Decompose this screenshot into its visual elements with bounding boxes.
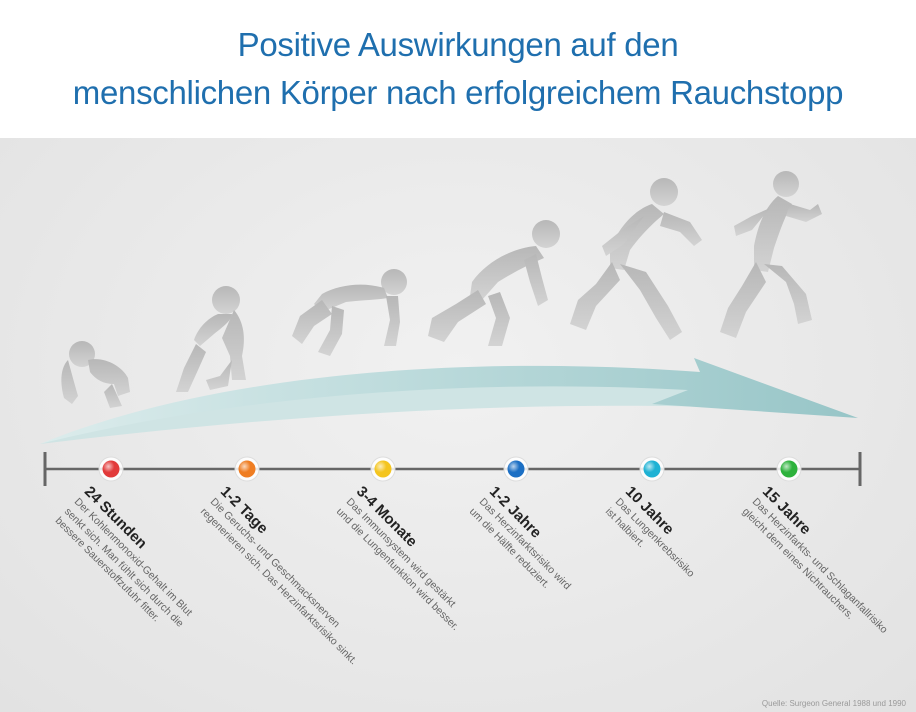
timeline-dot (371, 457, 395, 481)
striding-figure (570, 178, 702, 340)
progress-arrow (40, 358, 858, 444)
starting-block-figure (292, 269, 407, 356)
rising-figure (428, 220, 560, 346)
timeline-dot (640, 457, 664, 481)
timeline-dot (235, 457, 259, 481)
timeline-dot (504, 457, 528, 481)
timeline-dot (777, 457, 801, 481)
kneeling-figure (176, 286, 246, 392)
timeline-dot (99, 457, 123, 481)
source-note: Quelle: Surgeon General 1988 und 1990 (762, 699, 906, 708)
running-figure (720, 171, 822, 338)
timeline (45, 452, 860, 486)
crouching-figure (61, 341, 130, 408)
